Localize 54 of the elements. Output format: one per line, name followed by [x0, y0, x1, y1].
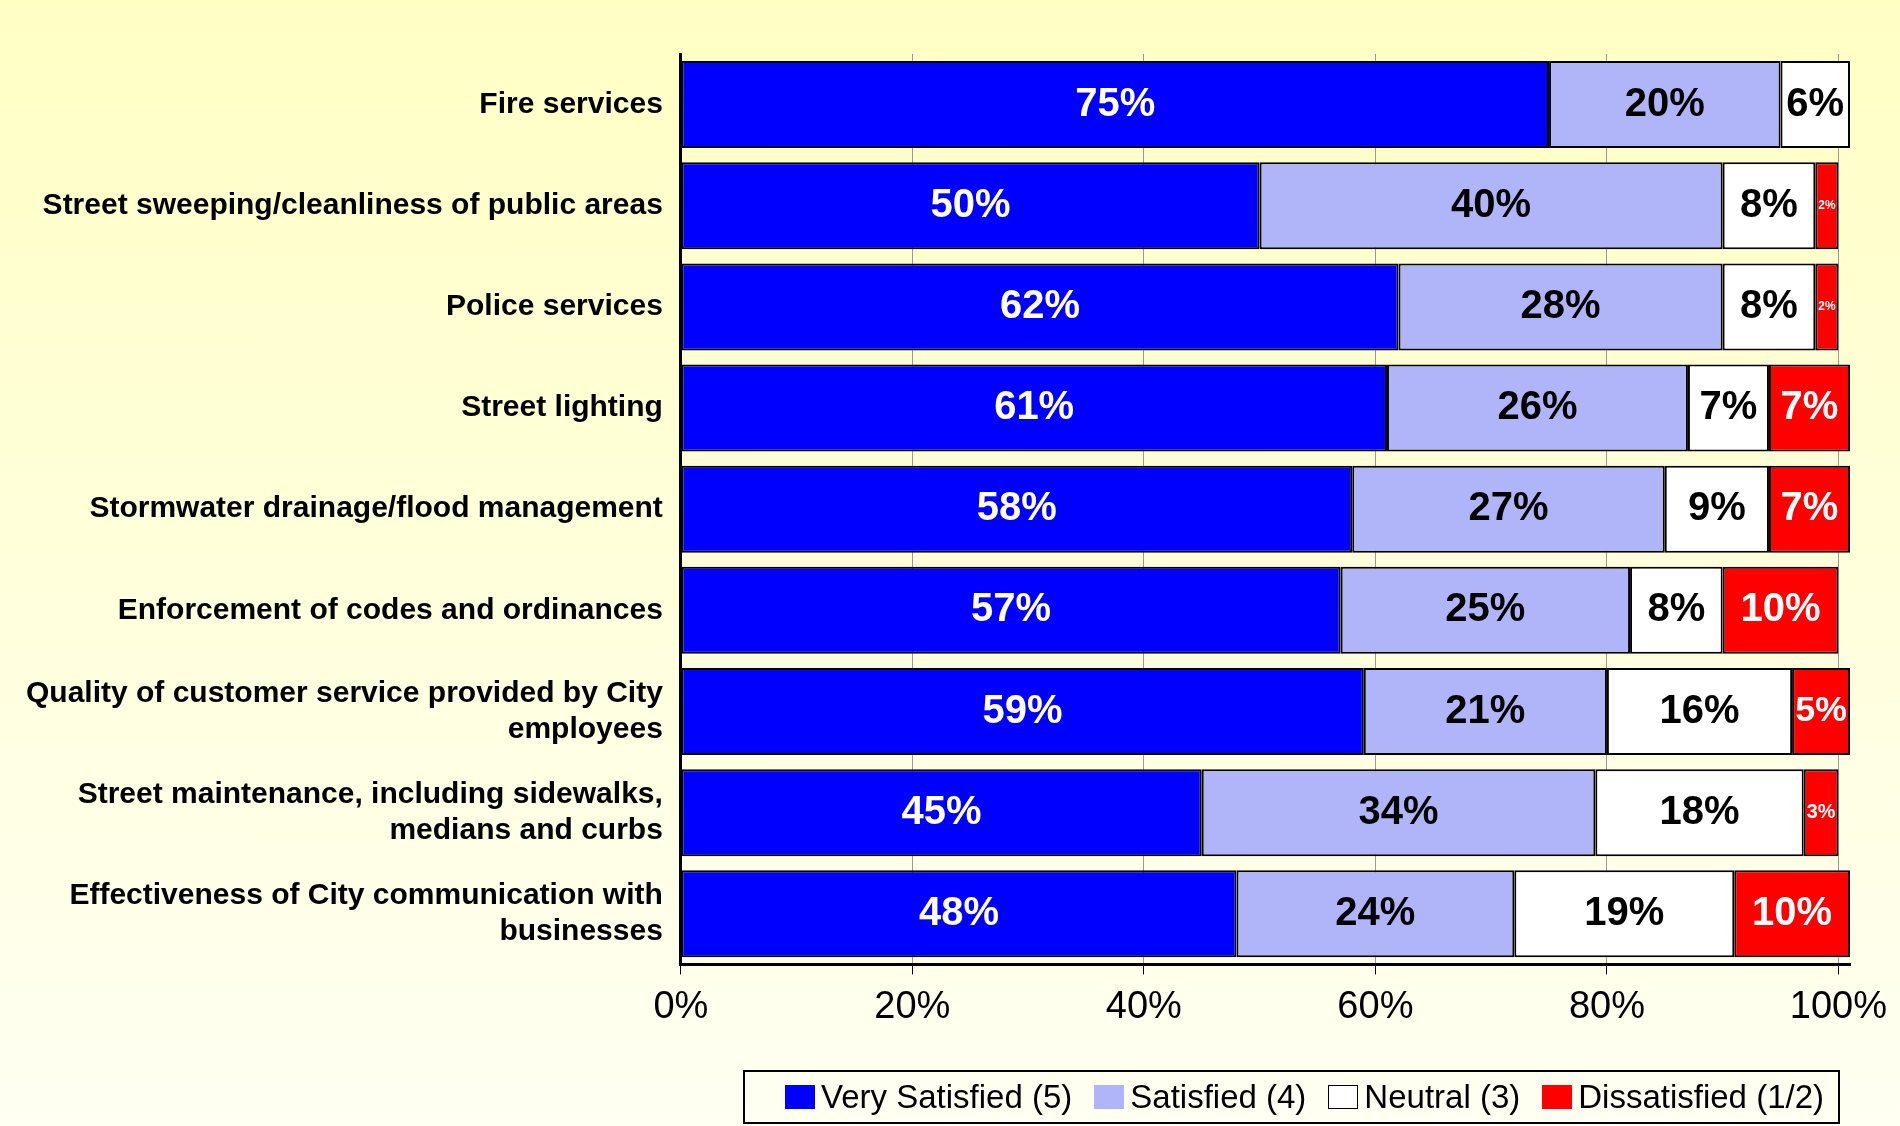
- data-label: 62%: [999, 281, 1080, 326]
- data-label: 19%: [1584, 888, 1665, 933]
- data-label: 16%: [1659, 686, 1740, 731]
- data-label: 8%: [1740, 281, 1798, 326]
- y-tick-label: Quality of customer service provided by City employees: [26, 674, 664, 744]
- data-label: 48%: [918, 888, 999, 933]
- y-tick-label: Street maintenance, including sidewalks, medians and curbs: [77, 775, 663, 845]
- data-label: 34%: [1358, 787, 1439, 832]
- y-tick-label: Effectiveness of City communication with businesses: [69, 877, 663, 947]
- data-label: 40%: [1451, 180, 1532, 225]
- data-label: 2%: [1818, 198, 1836, 213]
- data-label: 8%: [1647, 585, 1706, 630]
- legend-label: Satisfied (4): [1130, 1078, 1307, 1116]
- x-tick-label: 0%: [653, 983, 709, 1026]
- legend-label: Very Satisfied (5): [821, 1078, 1073, 1116]
- y-tick-label: Enforcement of codes and ordinances: [117, 591, 663, 625]
- data-label: 20%: [1624, 79, 1705, 124]
- data-label: 10%: [1740, 585, 1821, 630]
- data-label: 7%: [1699, 383, 1758, 428]
- y-tick-label: Stormwater drainage/flood management: [89, 490, 663, 524]
- legend-label: Neutral (3): [1364, 1078, 1521, 1116]
- data-label: 2%: [1818, 299, 1836, 314]
- data-label: 59%: [982, 686, 1063, 731]
- y-tick-label: Street sweeping/cleanliness of public areas: [42, 187, 663, 220]
- data-label: 3%: [1806, 800, 1836, 823]
- data-label: 61%: [994, 383, 1075, 428]
- data-label: 8%: [1740, 180, 1798, 225]
- data-label: 58%: [976, 484, 1057, 529]
- x-tick-label: 80%: [1568, 983, 1645, 1026]
- data-label: 28%: [1520, 281, 1601, 326]
- data-label: 50%: [930, 180, 1011, 225]
- data-label: 5%: [1795, 689, 1847, 730]
- data-label: 21%: [1445, 686, 1526, 731]
- x-tick-label: 100%: [1789, 983, 1888, 1026]
- y-tick-label: Police services: [446, 288, 663, 322]
- data-label: 6%: [1786, 79, 1845, 124]
- data-label: 26%: [1497, 383, 1578, 428]
- data-label: 45%: [901, 787, 982, 832]
- data-label: 18%: [1659, 787, 1740, 832]
- data-label: 75%: [1075, 79, 1156, 124]
- y-tick-label: Fire services: [479, 85, 663, 119]
- x-tick-label: 20%: [874, 983, 951, 1026]
- x-tick-label: 40%: [1105, 983, 1182, 1026]
- data-label: 27%: [1468, 484, 1549, 529]
- legend-label: Dissatisfied (1/2): [1578, 1078, 1824, 1116]
- data-label: 9%: [1687, 484, 1746, 529]
- data-label: 7%: [1780, 484, 1839, 529]
- x-tick-label: 60%: [1337, 983, 1414, 1026]
- data-label: 57%: [970, 585, 1052, 630]
- data-label: 24%: [1335, 888, 1416, 933]
- data-label: 7%: [1780, 383, 1839, 428]
- data-label: 10%: [1752, 888, 1833, 933]
- y-tick-label: Street lighting: [461, 389, 663, 423]
- data-label: 25%: [1445, 585, 1526, 630]
